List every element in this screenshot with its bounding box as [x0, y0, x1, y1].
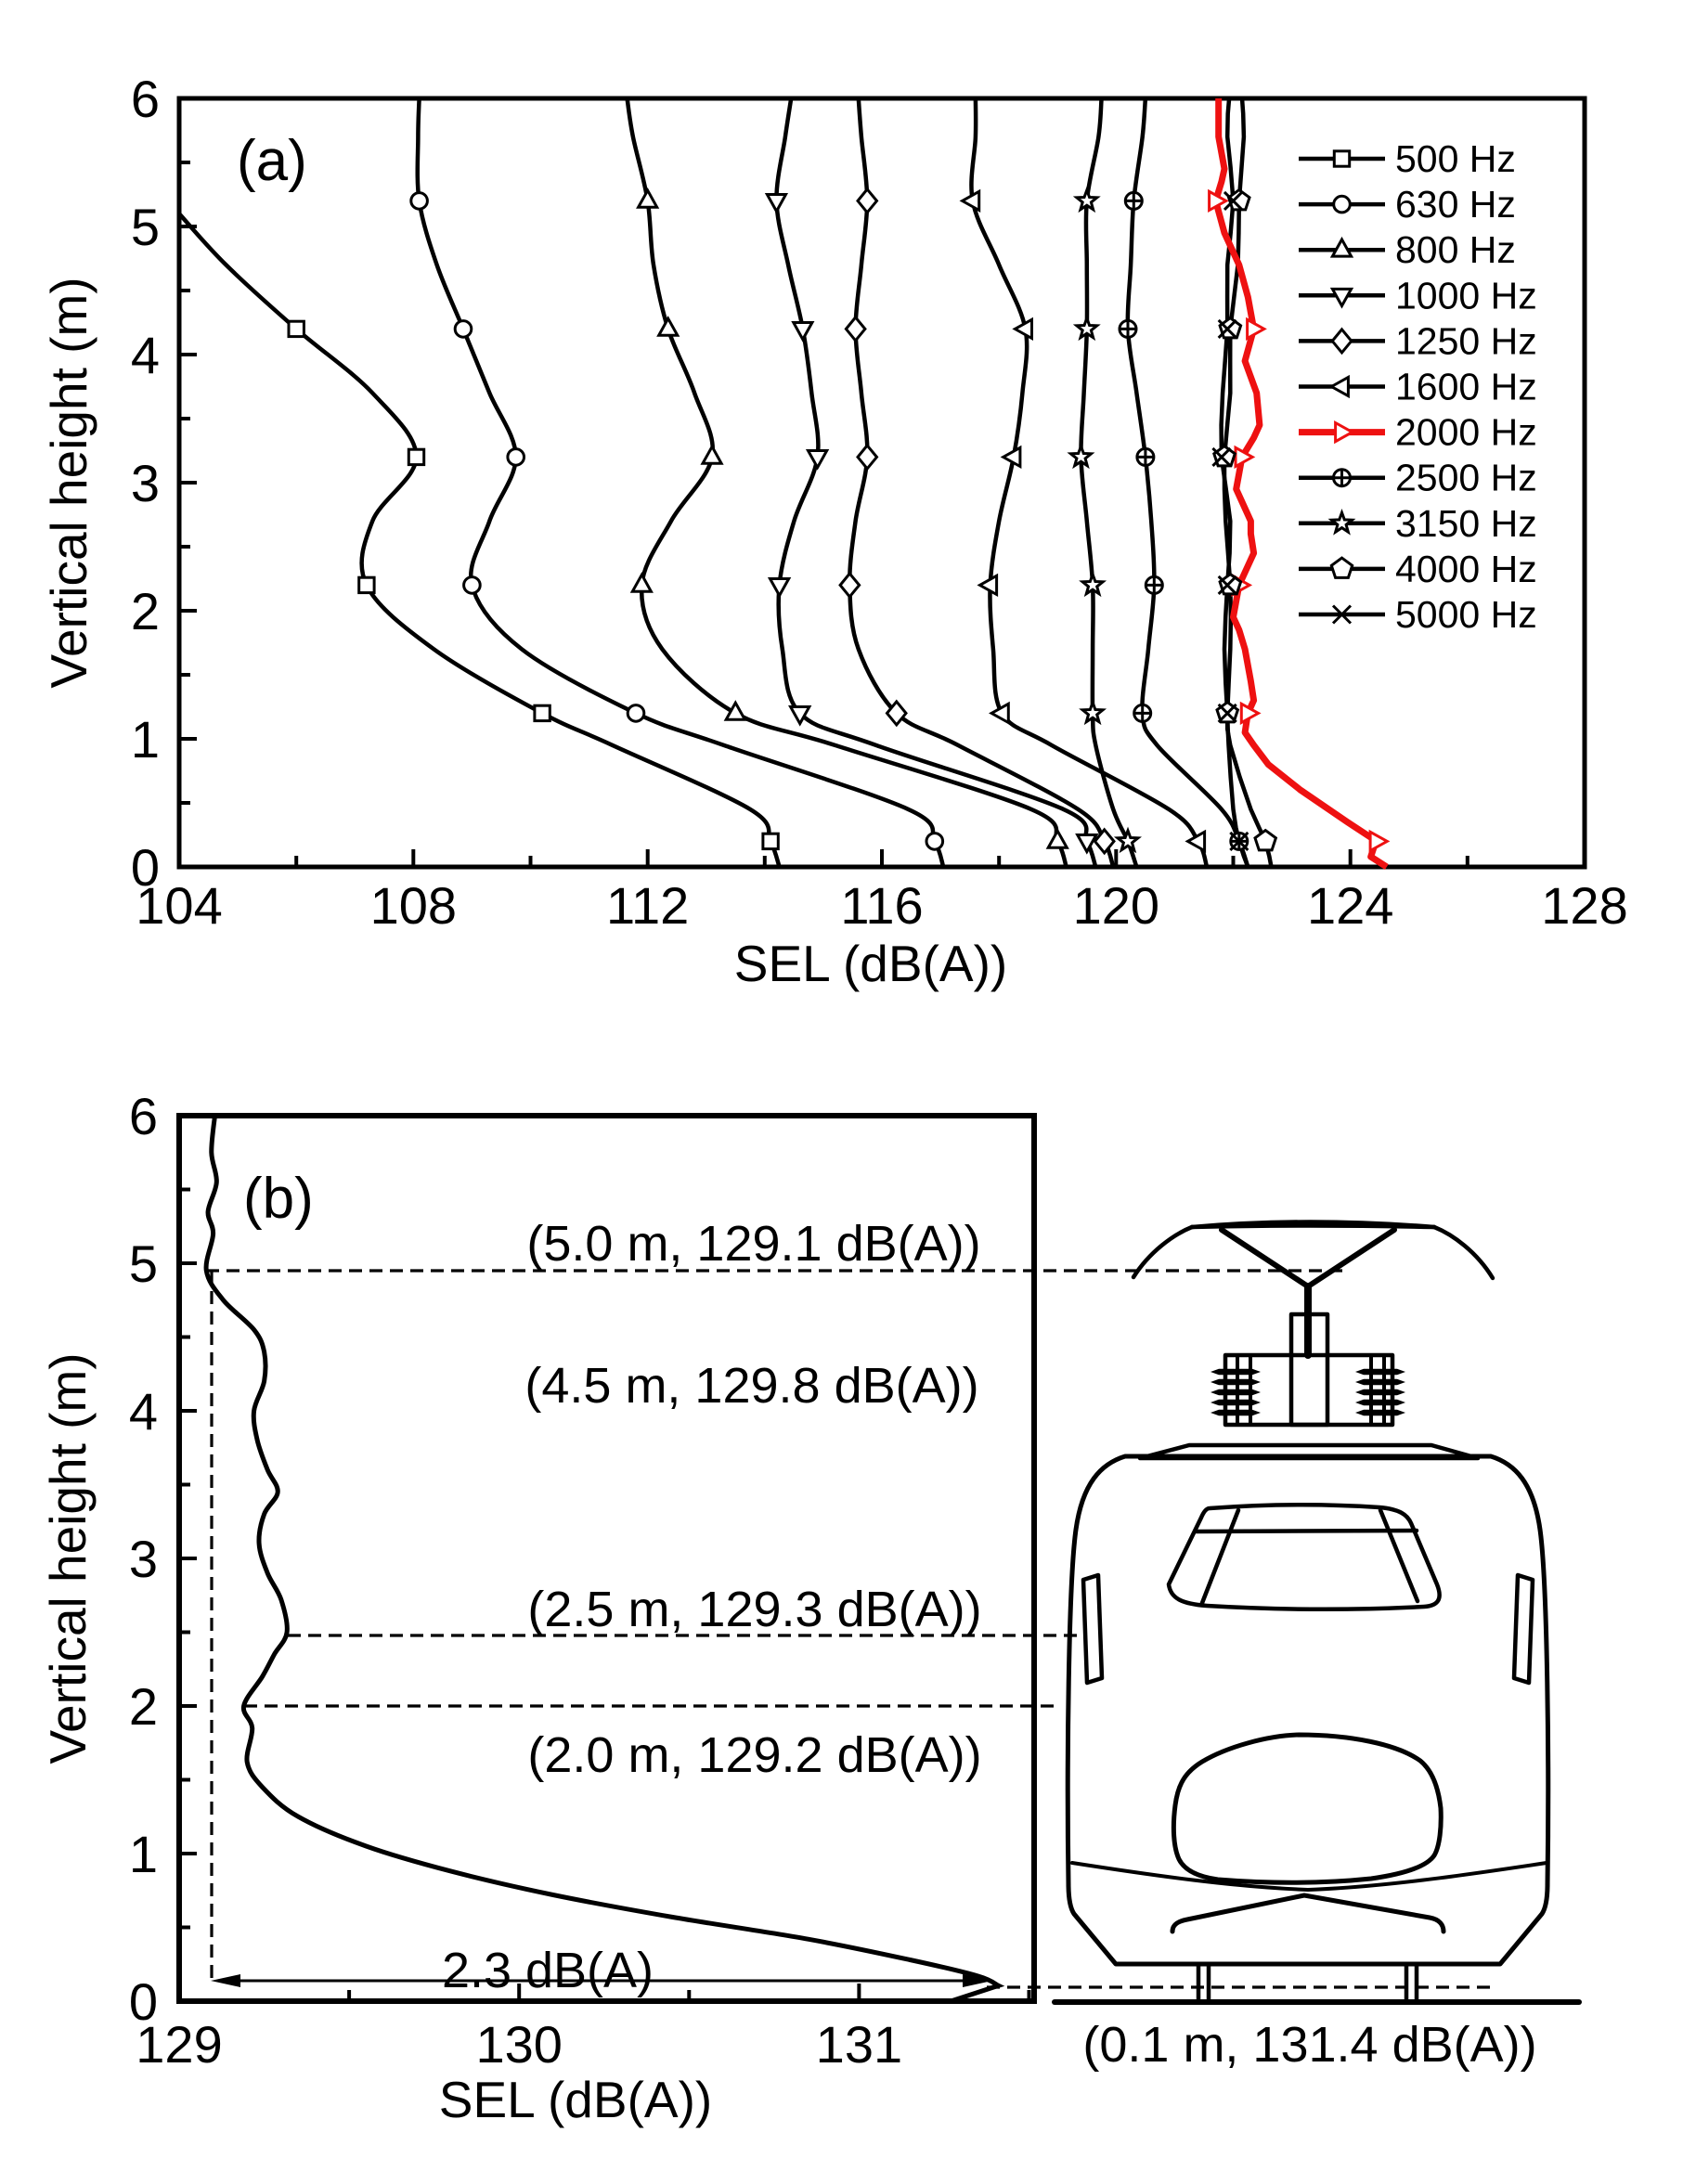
svg-text:0: 0 [129, 1972, 158, 2031]
svg-text:129: 129 [136, 2015, 222, 2074]
svg-text:5: 5 [129, 1234, 158, 1293]
svg-text:124: 124 [1307, 876, 1393, 935]
svg-text:(4.5 m, 129.8 dB(A)): (4.5 m, 129.8 dB(A)) [524, 1358, 978, 1414]
svg-text:(a): (a) [237, 129, 307, 193]
svg-text:6: 6 [129, 1087, 158, 1145]
svg-text:Vertical height (m): Vertical height (m) [40, 277, 97, 688]
svg-text:800 Hz: 800 Hz [1395, 228, 1516, 271]
svg-text:SEL (dB(A)): SEL (dB(A)) [734, 935, 1007, 992]
svg-text:Vertical height (m): Vertical height (m) [39, 1352, 97, 1764]
svg-text:116: 116 [840, 876, 923, 935]
svg-text:SEL (dB(A)): SEL (dB(A)) [439, 2071, 712, 2128]
svg-text:1250 Hz: 1250 Hz [1395, 319, 1537, 362]
svg-text:(0.1 m, 131.4 dB(A)): (0.1 m, 131.4 dB(A)) [1082, 2017, 1536, 2073]
svg-text:4000 Hz: 4000 Hz [1395, 548, 1537, 590]
svg-text:2: 2 [129, 1677, 158, 1736]
svg-text:128: 128 [1541, 876, 1627, 935]
svg-text:108: 108 [370, 876, 457, 935]
svg-text:130: 130 [475, 2015, 562, 2074]
svg-text:500 Hz: 500 Hz [1395, 137, 1516, 180]
svg-text:3: 3 [129, 1530, 158, 1588]
svg-text:5: 5 [131, 198, 160, 256]
svg-text:6: 6 [131, 70, 160, 128]
svg-text:2: 2 [131, 582, 160, 640]
svg-text:3: 3 [131, 454, 160, 512]
svg-text:(b): (b) [243, 1167, 314, 1231]
svg-text:0: 0 [131, 838, 160, 897]
svg-text:104: 104 [136, 876, 222, 935]
svg-text:(2.0 m, 129.2 dB(A)): (2.0 m, 129.2 dB(A)) [527, 1727, 981, 1783]
svg-text:(2.5 m, 129.3 dB(A)): (2.5 m, 129.3 dB(A)) [527, 1582, 981, 1637]
svg-text:630 Hz: 630 Hz [1395, 183, 1516, 226]
svg-text:1: 1 [131, 710, 160, 769]
svg-text:2000 Hz: 2000 Hz [1395, 411, 1537, 454]
svg-text:1: 1 [129, 1825, 158, 1883]
svg-text:4: 4 [129, 1382, 158, 1441]
svg-text:4: 4 [131, 326, 160, 384]
svg-text:1000 Hz: 1000 Hz [1395, 274, 1537, 317]
svg-text:120: 120 [1073, 876, 1159, 935]
svg-text:131: 131 [816, 2015, 902, 2074]
svg-text:5000 Hz: 5000 Hz [1395, 593, 1537, 636]
svg-text:(5.0 m, 129.1 dB(A)): (5.0 m, 129.1 dB(A)) [526, 1216, 980, 1272]
svg-text:112: 112 [606, 876, 689, 935]
svg-text:2.3 dB(A): 2.3 dB(A) [442, 1943, 654, 1998]
svg-text:3150 Hz: 3150 Hz [1395, 502, 1537, 545]
svg-text:2500 Hz: 2500 Hz [1395, 457, 1537, 499]
svg-text:1600 Hz: 1600 Hz [1395, 366, 1537, 408]
